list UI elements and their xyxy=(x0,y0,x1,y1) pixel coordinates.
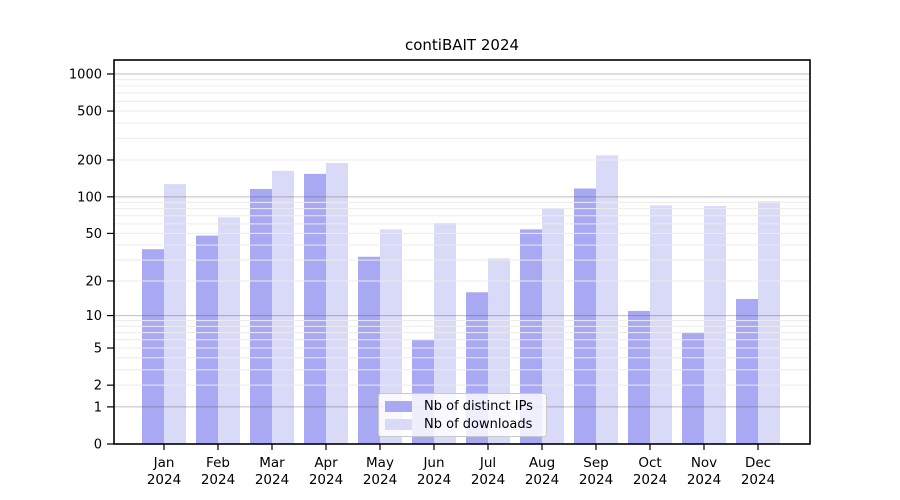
bar-downloads-dec xyxy=(758,201,780,444)
y-tick-label-20: 20 xyxy=(85,274,102,289)
y-tick-label-5: 5 xyxy=(94,342,102,357)
x-tick-label-may: May 2024 xyxy=(363,455,397,488)
legend-swatch-distinct-ips xyxy=(385,400,412,412)
x-tick-label-mar: Mar 2024 xyxy=(255,455,289,488)
legend-row-downloads: Nb of downloads xyxy=(385,418,538,431)
y-tick-label-200: 200 xyxy=(77,153,102,168)
bar-downloads-may xyxy=(380,229,402,444)
x-tick-label-apr: Apr 2024 xyxy=(309,455,343,488)
legend-label-distinct-ips: Nb of distinct IPs xyxy=(424,398,533,414)
bar-downloads-jan xyxy=(164,184,186,444)
legend-row-distinct-ips: Nb of distinct IPs xyxy=(385,400,538,413)
bar-distinct-ips-nov xyxy=(682,332,704,444)
bar-distinct-ips-sep xyxy=(574,188,596,444)
bar-downloads-oct xyxy=(650,205,672,444)
y-tick-label-10: 10 xyxy=(85,309,102,324)
y-tick-label-0: 0 xyxy=(94,438,102,453)
bar-downloads-nov xyxy=(704,206,726,444)
x-tick-label-sep: Sep 2024 xyxy=(579,455,613,488)
plot-border xyxy=(113,59,811,445)
x-tick-label-feb: Feb 2024 xyxy=(201,455,235,488)
bar-downloads-feb xyxy=(218,217,240,444)
bar-distinct-ips-may xyxy=(358,256,380,444)
x-tick-label-nov: Nov 2024 xyxy=(687,455,721,488)
chart-title: contiBAIT 2024 xyxy=(404,36,520,54)
bar-distinct-ips-jan xyxy=(142,249,164,444)
bar-distinct-ips-mar xyxy=(250,188,272,444)
bar-distinct-ips-apr xyxy=(304,173,326,444)
x-tick-label-jul: Jul 2024 xyxy=(471,455,505,488)
y-tick-label-1000: 1000 xyxy=(69,68,102,83)
y-axis: 0 1 2 5 10 20 50 100 200 500 1000 xyxy=(69,68,114,453)
bar-distinct-ips-oct xyxy=(628,310,650,444)
bar-distinct-ips-aug xyxy=(520,229,542,444)
y-tick-label-50: 50 xyxy=(85,227,102,242)
bar-distinct-ips-dec xyxy=(736,298,758,444)
bar-downloads-sep xyxy=(596,155,618,444)
legend-swatch-downloads xyxy=(385,418,412,430)
legend-label-downloads: Nb of downloads xyxy=(424,416,533,432)
y-tick-label-1: 1 xyxy=(94,400,102,415)
y-tick-label-2: 2 xyxy=(94,379,102,394)
y-tick-label-100: 100 xyxy=(77,190,102,205)
legend: Nb of distinct IPs Nb of downloads xyxy=(378,393,547,437)
gridlines-minor xyxy=(114,79,810,386)
bar-downloads-apr xyxy=(326,162,348,444)
x-tick-label-jun: Jun 2024 xyxy=(417,455,451,488)
x-tick-label-dec: Dec 2024 xyxy=(741,455,775,488)
x-tick-label-aug: Aug 2024 xyxy=(525,455,559,488)
x-axis: Jan 2024 Feb 2024 Mar 2024 Apr 2024 May 2024 Jun 20… xyxy=(147,444,775,488)
bar-downloads-jun xyxy=(434,222,456,444)
x-tick-label-jan: Jan 2024 xyxy=(147,455,181,488)
y-tick-label-500: 500 xyxy=(77,105,102,120)
bar-downloads-mar xyxy=(272,170,294,445)
x-tick-label-oct: Oct 2024 xyxy=(633,455,667,488)
